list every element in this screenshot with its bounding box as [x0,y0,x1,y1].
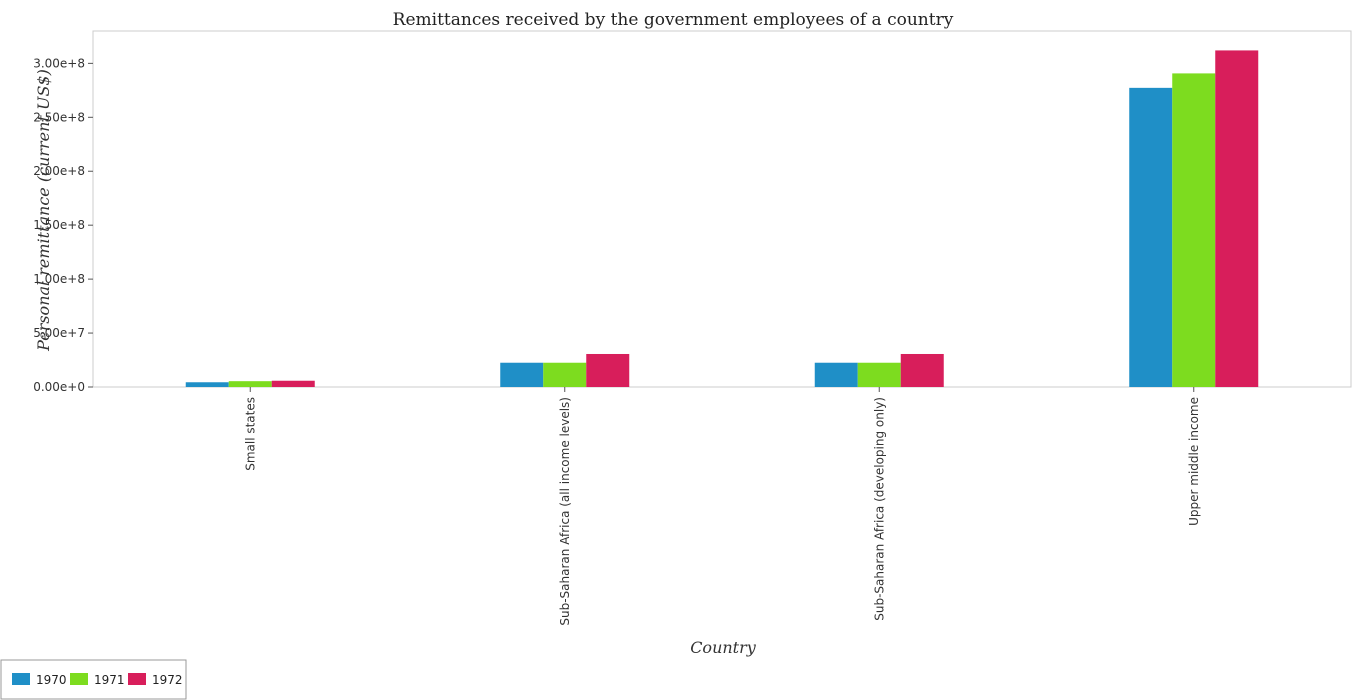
bar-1971-1 [543,362,587,387]
y-tick-label: 1.50e+8 [33,218,85,232]
x-tick-label: Small states [243,397,257,471]
bar-1972-3 [1215,50,1259,387]
plot-frame [92,30,1352,388]
y-tick-label: 2.00e+8 [33,164,85,178]
bar-1970-0 [185,382,229,387]
bar-1971-2 [857,362,901,387]
bar-1972-1 [586,353,630,387]
plot-area: 0.00e+0 5.00e+7 1.00e+8 1.50e+8 2.00e+8 2.50e… [33,30,1352,626]
legend-swatch-1970 [12,673,30,685]
y-tick-label: 0.00e+0 [33,380,85,394]
chart-title: Remittances received by the government e… [393,10,954,30]
x-axis: Small states Sub-Saharan Africa (all inco… [243,387,1201,626]
bar-1970-3 [1129,87,1173,388]
y-axis: 0.00e+0 5.00e+7 1.00e+8 1.50e+8 2.00e+8 2.50e… [33,56,93,394]
x-tick-label: Sub-Saharan Africa (all income levels) [558,397,572,626]
y-axis-label: Personal remittance (current US$) [34,69,53,352]
x-axis-label: Country [690,638,757,657]
legend-box [0,659,187,700]
bar-1972-2 [900,353,944,387]
y-tick-label: 5.00e+7 [33,326,85,340]
legend-label-1971: 1971 [94,673,125,687]
x-tick-label: Upper middle income [1187,397,1201,526]
legend: 1970 1971 1972 [0,659,187,700]
legend-label-1970: 1970 [36,673,67,687]
bars [185,50,1259,388]
legend-swatch-1972 [128,673,146,685]
y-tick-label: 2.50e+8 [33,110,85,124]
bar-1971-0 [228,381,272,387]
legend-label-1972: 1972 [152,673,183,687]
x-tick-label: Sub-Saharan Africa (developing only) [872,397,886,621]
legend-swatch-1971 [70,673,88,685]
bar-1970-1 [500,362,544,387]
bar-1971-3 [1172,73,1216,387]
bar-1972-0 [271,380,315,387]
bar-1970-2 [814,362,858,387]
y-tick-label: 1.00e+8 [33,272,85,286]
y-tick-label: 3.00e+8 [33,56,85,70]
